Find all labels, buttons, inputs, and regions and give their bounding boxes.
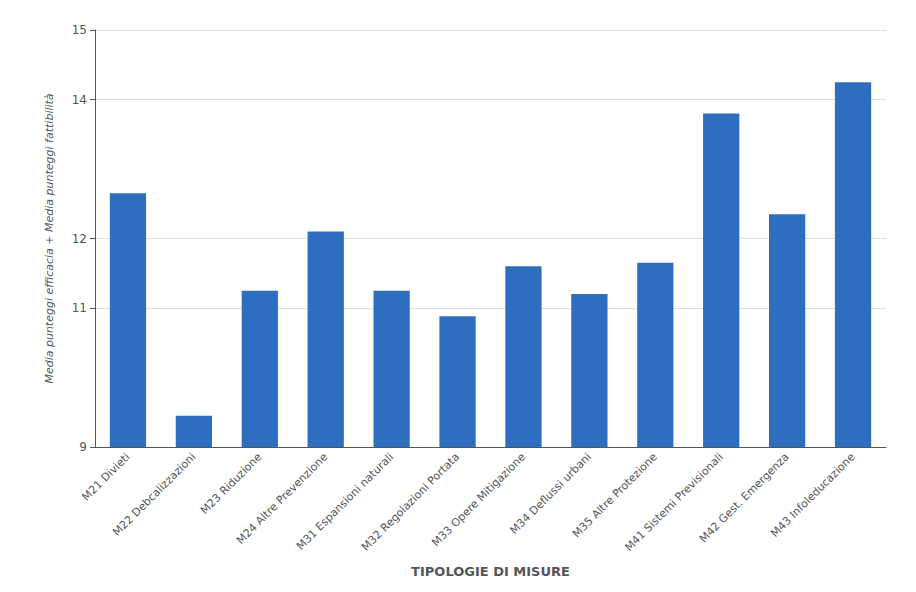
svg-text:M31 Espansioni naturali: M31 Espansioni naturali bbox=[294, 450, 397, 553]
svg-text:M42 Gest. Emergenza: M42 Gest. Emergenza bbox=[696, 450, 792, 546]
svg-text:M21 Divieti: M21 Divieti bbox=[79, 450, 132, 503]
svg-text:9: 9 bbox=[79, 440, 87, 454]
svg-text:12: 12 bbox=[72, 232, 87, 246]
svg-text:M33 Opere Mitigazione: M33 Opere Mitigazione bbox=[429, 450, 529, 550]
svg-text:11: 11 bbox=[72, 301, 87, 315]
svg-text:M32 Regolazioni Portata: M32 Regolazioni Portata bbox=[359, 450, 463, 554]
svg-text:TIPOLOGIE DI MISURE: TIPOLOGIE DI MISURE bbox=[411, 564, 570, 579]
svg-text:M35 Altre Protezione: M35 Altre Protezione bbox=[570, 450, 660, 541]
svg-text:Media punteggi efficacia + Med: Media punteggi efficacia + Media puntegg… bbox=[43, 93, 56, 383]
svg-text:M23 Riduzione: M23 Riduzione bbox=[198, 450, 265, 517]
svg-text:14: 14 bbox=[72, 93, 87, 107]
svg-text:M34 Deflussi urbani: M34 Deflussi urbani bbox=[507, 450, 594, 537]
svg-text:M41 Sistemi Previsionali: M41 Sistemi Previsionali bbox=[622, 450, 726, 554]
svg-text:M22 Debcalizzazioni: M22 Debcalizzazioni bbox=[110, 450, 198, 538]
svg-text:M24 Altre Prevenzione: M24 Altre Prevenzione bbox=[233, 450, 331, 547]
svg-text:M43 Infoleducazione: M43 Infoleducazione bbox=[768, 450, 858, 540]
svg-text:15: 15 bbox=[72, 23, 87, 37]
